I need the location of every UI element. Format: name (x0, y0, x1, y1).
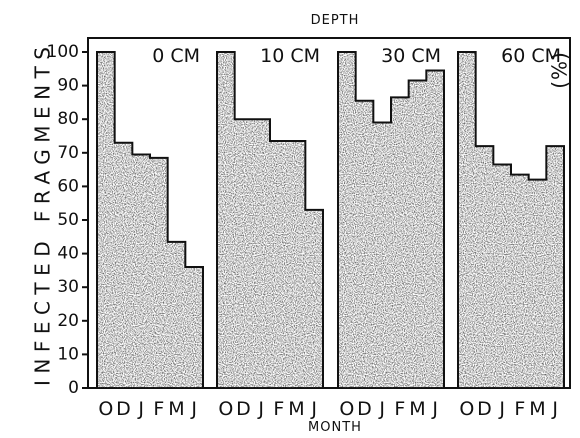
month-label: O (98, 398, 113, 420)
bar (391, 97, 410, 389)
panel-0: 0 CMO D J F M J (96, 45, 204, 420)
month-label: J (190, 398, 197, 420)
month-label: D (236, 398, 251, 420)
panel-title: 30 CM (381, 45, 441, 67)
panel-bars (97, 52, 204, 388)
month-label: J (431, 398, 438, 420)
bar (150, 157, 169, 388)
month-label: O (339, 398, 354, 420)
bar (426, 70, 445, 388)
y-axis-label: INFECTED FRAGMENTS (31, 46, 55, 386)
bar (338, 52, 357, 388)
y-tick-label: 10 (57, 344, 79, 364)
bar (546, 146, 565, 388)
bar-outline (337, 51, 445, 388)
bar (97, 52, 116, 388)
panel-title: 60 CM (501, 45, 561, 67)
y-tick-label: 40 (57, 244, 79, 264)
month-label: M (168, 398, 184, 420)
month-label: J (137, 398, 144, 420)
bar (132, 154, 151, 388)
bar (252, 119, 271, 388)
panel-bars (458, 52, 565, 388)
panel-2: 30 CMO D J F M J (337, 45, 445, 420)
bar (493, 164, 512, 388)
month-label: D (116, 398, 131, 420)
bar (217, 52, 236, 388)
bar-outline (457, 51, 565, 388)
panel-bars (217, 52, 324, 388)
bar (528, 179, 547, 388)
bar (185, 267, 204, 388)
month-label: O (218, 398, 233, 420)
x-axis-title: MONTH (308, 420, 362, 435)
y-axis-unit-label: (%) (548, 51, 572, 89)
y-tick-label: 80 (57, 109, 79, 129)
month-label: F (394, 398, 405, 420)
bar (305, 209, 324, 388)
plot-frame (87, 37, 571, 389)
month-label: M (288, 398, 304, 420)
month-label: J (498, 398, 505, 420)
bar-outline (96, 51, 204, 388)
month-label: J (551, 398, 558, 420)
panel-title: 10 CM (260, 45, 320, 67)
month-label: J (310, 398, 317, 420)
y-tick-label: 100 (47, 42, 79, 62)
panel-3: 60 CMO D J F M J (457, 45, 565, 420)
month-label: J (257, 398, 264, 420)
y-tick-label: 60 (57, 176, 79, 196)
month-label: M (529, 398, 545, 420)
month-label: D (477, 398, 492, 420)
panel-1: 10 CMO D J F M J (216, 45, 324, 420)
y-tick-label: 0 (68, 378, 79, 398)
month-label: F (153, 398, 164, 420)
bar (475, 146, 494, 388)
bar (270, 141, 289, 388)
bar (167, 241, 186, 388)
bar (287, 141, 306, 388)
bar (234, 119, 253, 388)
y-tick-label: 30 (57, 277, 79, 297)
bar (114, 142, 133, 388)
bar (355, 100, 374, 388)
bar-outline (216, 51, 324, 388)
month-label: F (514, 398, 525, 420)
month-label: F (273, 398, 284, 420)
panel-bars (338, 52, 445, 389)
month-label: J (378, 398, 385, 420)
bar (458, 52, 477, 388)
bar (511, 174, 530, 388)
chart-title: DEPTH (311, 13, 360, 28)
y-tick-label: 20 (57, 311, 79, 331)
bar (373, 122, 392, 388)
month-label: M (409, 398, 425, 420)
month-label: O (459, 398, 474, 420)
y-axis-title: INFECTED FRAGMENTS (31, 46, 55, 386)
y-axis-unit: (%) (548, 51, 572, 89)
month-label: D (357, 398, 372, 420)
y-tick-label: 90 (57, 76, 79, 96)
panel-title: 0 CM (152, 45, 200, 67)
bar (408, 80, 427, 388)
y-tick-label: 70 (57, 143, 79, 163)
y-tick-label: 50 (57, 210, 79, 230)
